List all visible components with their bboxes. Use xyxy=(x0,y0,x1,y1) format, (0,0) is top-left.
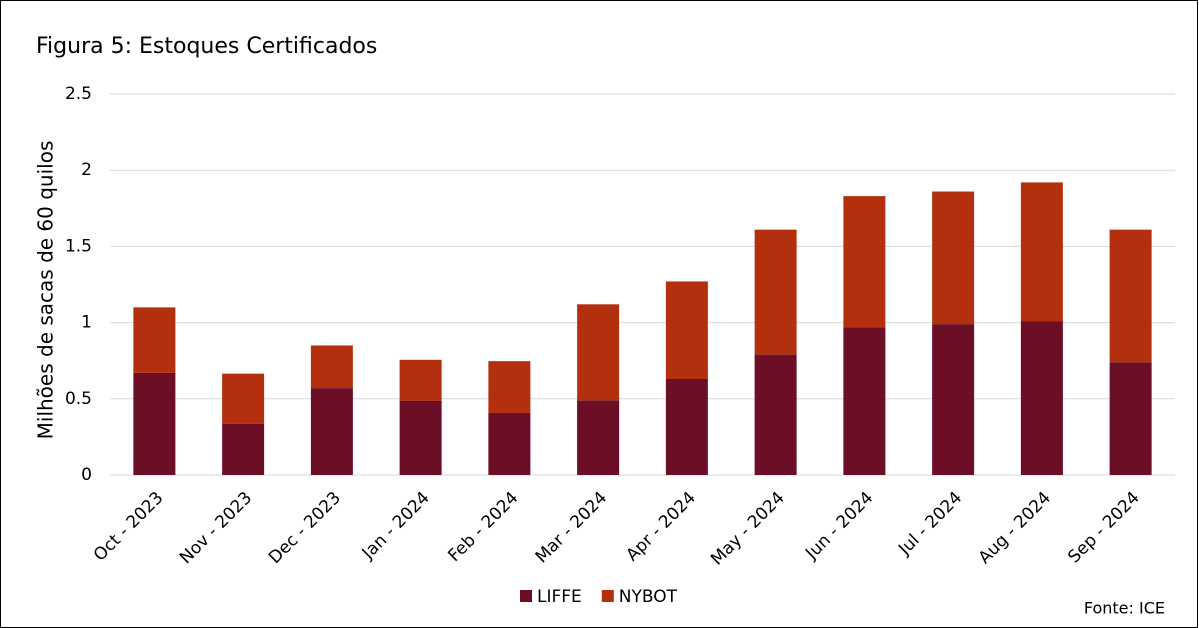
bar-segment xyxy=(222,423,265,475)
bar-segment xyxy=(222,373,265,424)
y-axis-label: Milhões de sacas de 60 quilos xyxy=(34,141,58,440)
legend-swatch xyxy=(601,590,614,602)
bar-segment xyxy=(577,400,620,475)
bar-segment xyxy=(310,345,353,389)
y-tick-label: 0 xyxy=(81,465,92,485)
bar-segment xyxy=(310,388,353,475)
bar-segment xyxy=(399,359,442,401)
bar-segment xyxy=(932,324,975,475)
bar-segment xyxy=(754,354,797,475)
bar-segment xyxy=(133,307,176,373)
bar-segment xyxy=(1109,229,1152,363)
bar-segment xyxy=(843,196,886,328)
bar-segment xyxy=(932,191,975,325)
bar-segment xyxy=(1020,321,1063,475)
bar-segment xyxy=(399,400,442,475)
y-tick-label: 1.5 xyxy=(65,236,92,256)
source: Fonte: ICE xyxy=(1084,599,1165,618)
y-tick-label: 2.5 xyxy=(65,84,92,104)
bar-segment xyxy=(754,229,797,355)
legend-label: LIFFE xyxy=(537,587,582,607)
legend-swatch xyxy=(520,590,532,602)
bar-segment xyxy=(133,372,176,475)
bar-segment xyxy=(665,281,708,379)
y-tick-label: 2 xyxy=(81,160,92,180)
bar-segment xyxy=(488,412,531,475)
legend-label: NYBOT xyxy=(619,587,678,607)
bar-segment xyxy=(577,304,620,401)
chart-title: Figura 5: Estoques Certificados xyxy=(36,34,377,59)
bar-segment xyxy=(488,361,531,413)
y-tick-label: 0.5 xyxy=(65,389,92,409)
bar-segment xyxy=(843,327,886,475)
y-tick-label: 1 xyxy=(81,313,92,333)
bar-segment xyxy=(1109,362,1152,475)
bar-segment xyxy=(665,378,708,475)
bar-segment xyxy=(1020,182,1063,322)
